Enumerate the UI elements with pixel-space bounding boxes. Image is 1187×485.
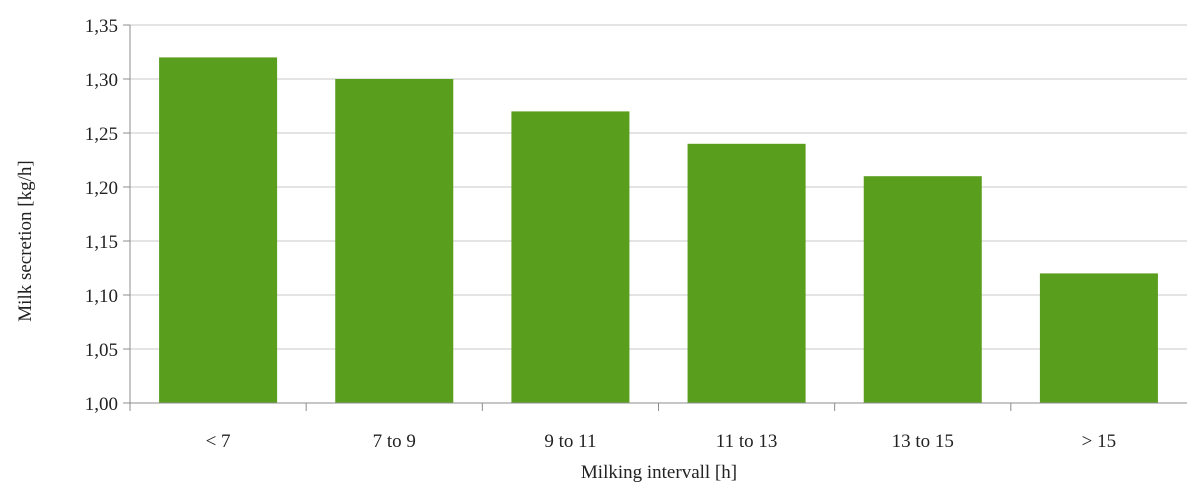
x-tick-labels: < 7 7 to 9 9 to 11 11 to 13 13 to 15 > 15 [206,431,1117,452]
x-tick-label: 9 to 11 [544,431,596,452]
y-tick-label: 1,25 [85,124,118,145]
bar [687,143,806,404]
y-tick-label: 1,30 [85,70,118,91]
x-tick-label: 13 to 15 [892,431,954,452]
y-tick-label: 1,10 [85,286,118,307]
bar [159,57,278,404]
y-tick-label: 1,05 [85,340,118,361]
axes [129,25,1187,411]
bars [159,57,1158,411]
y-tick-label: 1,00 [85,394,118,415]
x-tick-label: 7 to 9 [373,431,416,452]
y-tick-label: 1,35 [85,16,118,37]
x-axis-title: Milking intervall [h] [581,462,737,483]
x-tick-label: > 15 [1082,431,1116,452]
gridlines [123,24,1187,404]
y-axis-title: Milk secretion [kg/h] [15,160,36,321]
y-tick-label: 1,15 [85,232,118,253]
bar [1039,273,1158,403]
x-tick-label: 11 to 13 [716,431,778,452]
x-tick-label: < 7 [206,431,231,452]
y-tick-labels: 1,00 1,05 1,10 1,15 1,20 1,25 1,30 1,35 [85,16,118,415]
y-tick-label: 1,20 [85,178,118,199]
bar [511,111,630,404]
bar [335,79,454,403]
bar [863,176,982,403]
